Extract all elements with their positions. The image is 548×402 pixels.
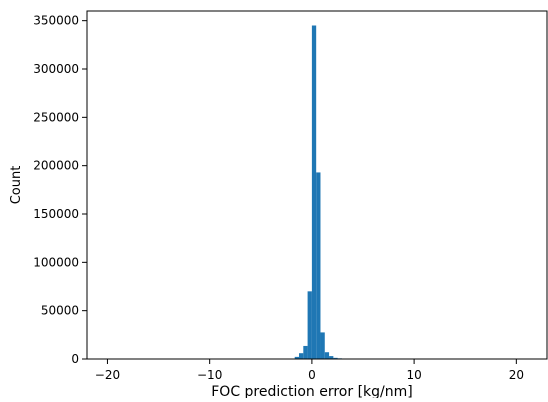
histogram-bar [320, 332, 324, 359]
x-tick-label: −20 [95, 368, 120, 382]
y-tick-label: 300000 [33, 62, 79, 76]
histogram-bar [312, 26, 316, 360]
y-tick-label: 250000 [33, 110, 79, 124]
y-tick-label: 100000 [33, 255, 79, 269]
y-axis-label: Count [9, 166, 24, 205]
histogram-bar [299, 353, 303, 359]
y-axis: 0 50000 100000 150000 200000 250000 300000 3500… [33, 14, 87, 366]
histogram-bar [303, 346, 307, 359]
y-tick-label: 50000 [41, 304, 79, 318]
x-tick-label: 20 [509, 368, 524, 382]
histogram-bar [325, 352, 329, 359]
histogram-bar [316, 172, 320, 359]
histogram-bar [308, 291, 312, 359]
y-tick-label: 150000 [33, 207, 79, 221]
y-tick-label: 350000 [33, 14, 79, 28]
bars-layer [290, 26, 346, 360]
x-tick-label: −10 [197, 368, 222, 382]
x-axis: −20 −10 0 10 20 [95, 359, 524, 382]
x-axis-label: FOC prediction error [kg/nm] [211, 384, 412, 398]
x-tick-label: 0 [308, 368, 316, 382]
y-tick-label: 200000 [33, 159, 79, 173]
x-tick-label: 10 [406, 368, 421, 382]
y-tick-label: 0 [71, 352, 79, 366]
